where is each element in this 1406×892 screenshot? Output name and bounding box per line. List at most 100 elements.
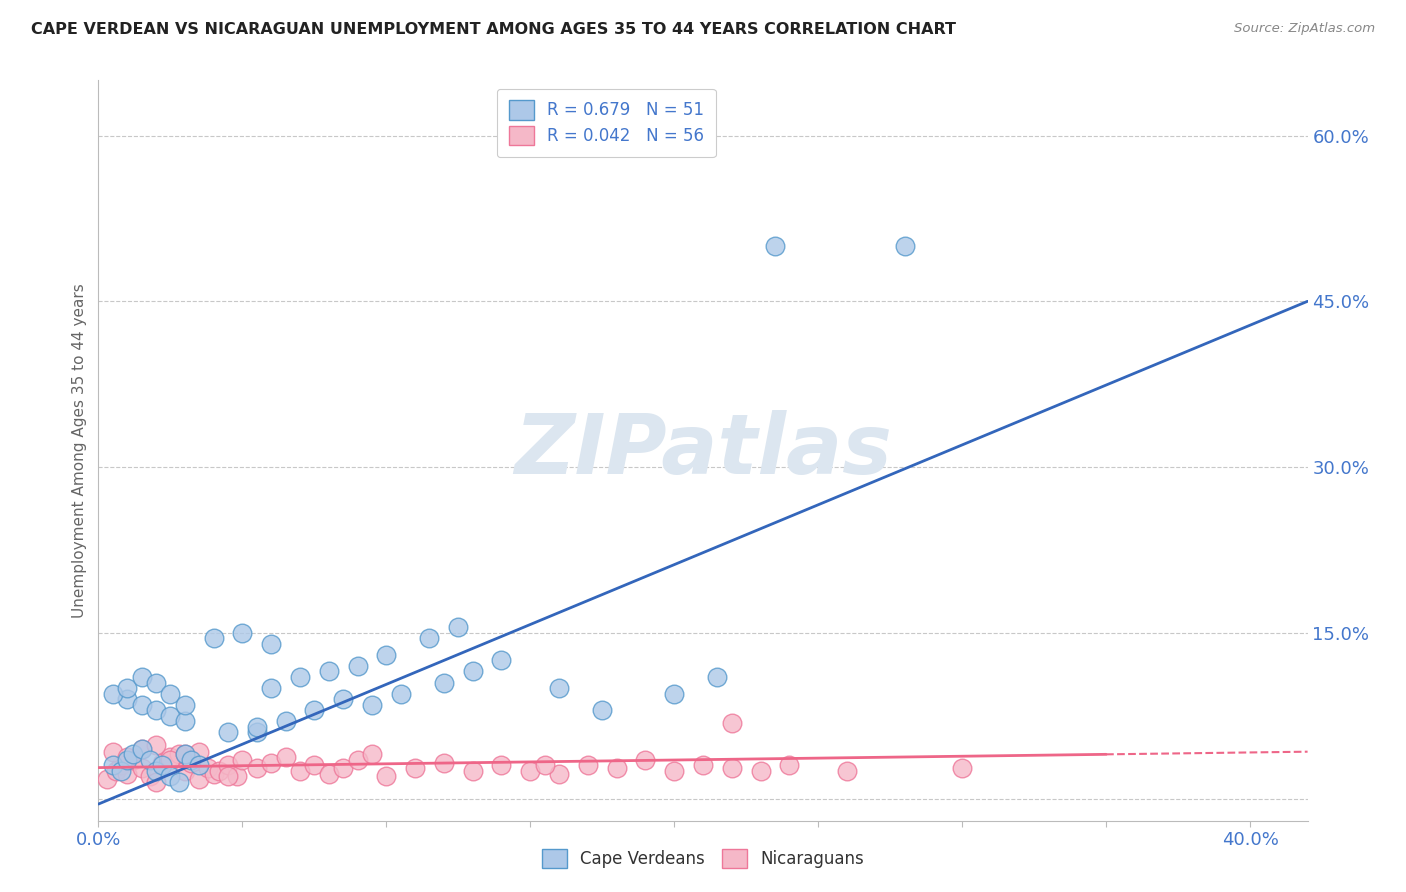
Point [188,758,211,772]
Point [433,756,456,771]
Point [634,753,657,767]
Point [606,761,628,775]
Point [159,708,181,723]
Point [404,761,426,775]
Point [288,764,311,778]
Point [346,659,368,673]
Y-axis label: Unemployment Among Ages 35 to 44 years: Unemployment Among Ages 35 to 44 years [72,283,87,618]
Point [664,687,686,701]
Text: CAPE VERDEAN VS NICARAGUAN UNEMPLOYMENT AMONG AGES 35 TO 44 YEARS CORRELATION CH: CAPE VERDEAN VS NICARAGUAN UNEMPLOYMENT … [31,22,956,37]
Point [246,761,269,775]
Point [131,670,153,684]
Point [318,767,340,781]
Point [202,632,225,646]
Point [180,753,202,767]
Point [576,758,599,772]
Point [491,758,513,772]
Point [260,756,283,771]
Point [159,769,181,783]
Point [197,761,219,775]
Point [139,769,162,783]
Point [122,753,145,767]
Point [217,725,239,739]
Point [447,620,470,634]
Point [115,767,138,781]
Point [375,648,398,662]
Point [318,665,340,679]
Point [173,747,195,762]
Point [288,670,311,684]
Point [159,687,181,701]
Point [304,758,326,772]
Point [361,698,384,712]
Point [246,725,269,739]
Point [461,764,484,778]
Point [202,767,225,781]
Point [664,764,686,778]
Text: ZIPatlas: ZIPatlas [515,410,891,491]
Point [361,747,384,762]
Point [173,714,195,729]
Point [548,681,571,695]
Point [720,761,742,775]
Point [159,753,181,767]
Point [225,769,247,783]
Point [167,775,190,789]
Point [110,764,132,778]
Point [150,758,173,772]
Point [180,756,202,771]
Point [346,753,368,767]
Point [389,687,412,701]
Point [115,692,138,706]
Point [115,753,138,767]
Point [260,637,283,651]
Point [893,239,915,253]
Point [101,745,124,759]
Point [145,775,167,789]
Point [101,758,124,772]
Point [131,741,153,756]
Point [139,753,162,767]
Point [231,753,253,767]
Point [101,687,124,701]
Point [231,625,253,640]
Point [433,675,456,690]
Point [533,758,555,772]
Point [274,714,297,729]
Point [332,761,354,775]
Point [145,703,167,717]
Point [749,764,772,778]
Point [720,716,742,731]
Point [173,698,195,712]
Point [173,764,195,778]
Point [122,747,145,762]
Point [110,758,132,772]
Point [96,772,118,786]
Point [131,698,153,712]
Legend: Cape Verdeans, Nicaraguans: Cape Verdeans, Nicaraguans [536,842,870,875]
Point [260,681,283,695]
Point [217,758,239,772]
Point [104,764,127,778]
Point [835,764,858,778]
Point [145,675,167,690]
Point [304,703,326,717]
Point [491,653,513,667]
Point [375,769,398,783]
Point [145,739,167,753]
Point [246,720,269,734]
Point [461,665,484,679]
Point [274,749,297,764]
Point [145,764,167,778]
Point [548,767,571,781]
Point [519,764,541,778]
Point [188,745,211,759]
Point [706,670,728,684]
Point [332,692,354,706]
Point [763,239,786,253]
Point [115,749,138,764]
Point [150,756,173,771]
Point [167,747,190,762]
Point [115,681,138,695]
Text: Source: ZipAtlas.com: Source: ZipAtlas.com [1234,22,1375,36]
